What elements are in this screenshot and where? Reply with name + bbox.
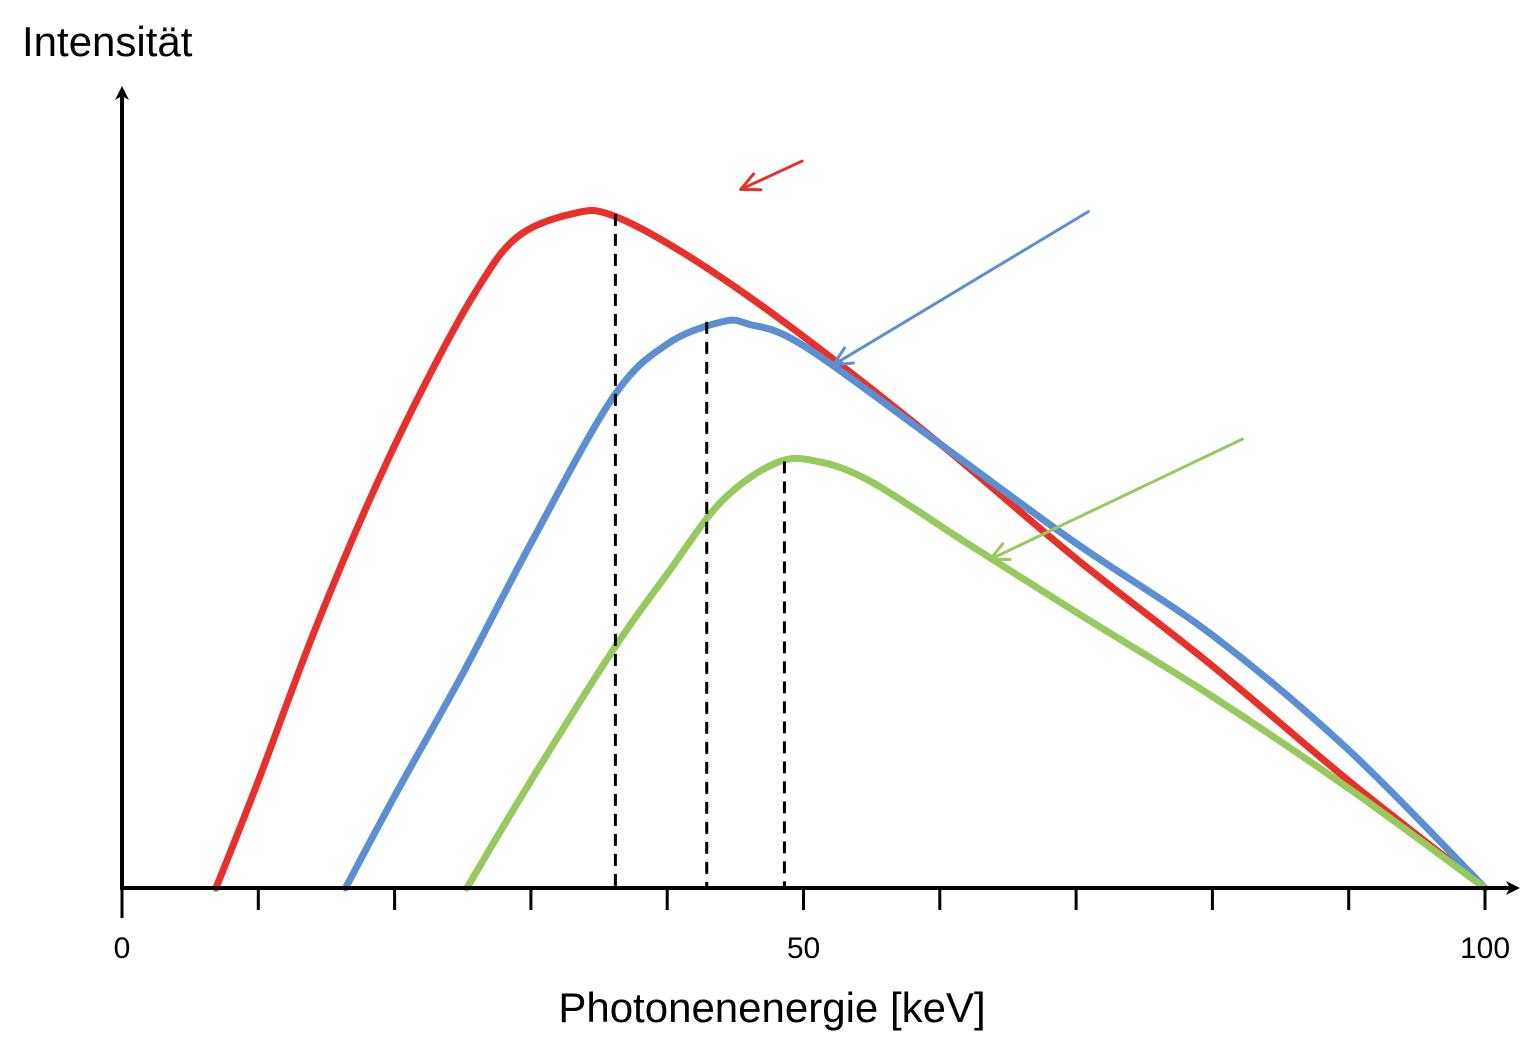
- curves-layer: [212, 206, 1489, 892]
- series-3-arrow: [988, 437, 1244, 561]
- series-1-arrow: [739, 159, 804, 192]
- x-tick-labels-layer: 0 50 100: [114, 932, 1510, 965]
- x-axis-title: Photonenenergie [keV]: [558, 984, 985, 1031]
- x-tick-label-50: 50: [787, 932, 820, 965]
- series-2-arrow: [831, 210, 1090, 367]
- annotation-arrows-layer: [739, 159, 1244, 561]
- x-ticks-layer: [120, 888, 1487, 918]
- x-tick-label-100: 100: [1460, 932, 1510, 965]
- peak-lines-layer: [613, 213, 786, 888]
- series-2-curve: [342, 316, 1489, 892]
- x-tick-label-0: 0: [114, 932, 131, 965]
- y-axis-title: Intensität: [22, 18, 193, 65]
- series-3-curve: [463, 454, 1489, 892]
- axes-layer: [115, 86, 1520, 895]
- series-1-curve: [212, 206, 1489, 892]
